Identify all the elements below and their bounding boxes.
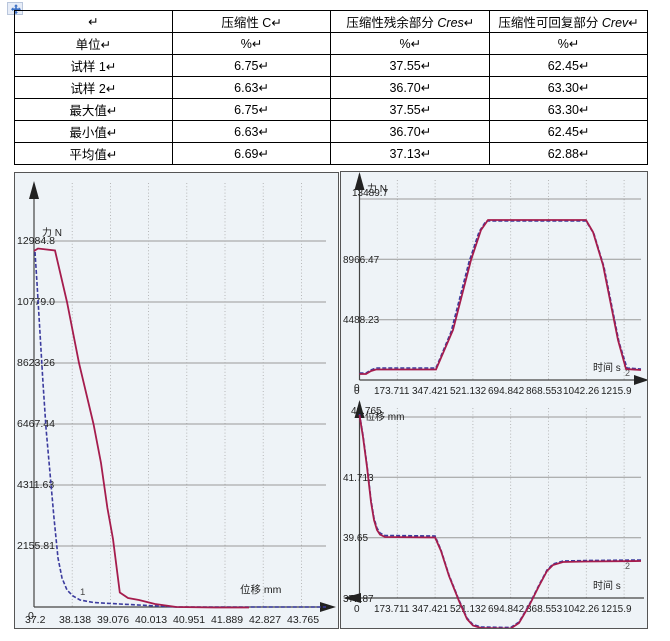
svg-text:521.132: 521.132 <box>450 386 487 397</box>
svg-text:38.138: 38.138 <box>59 614 91 626</box>
svg-text:173.711: 173.711 <box>374 386 410 397</box>
svg-text:12984.8: 12984.8 <box>17 235 55 247</box>
svg-text:347.421: 347.421 <box>412 386 449 397</box>
svg-text:力 N: 力 N <box>367 182 387 195</box>
svg-text:4311.63: 4311.63 <box>17 479 54 491</box>
svg-text:42.827: 42.827 <box>249 614 281 626</box>
svg-text:37.2: 37.2 <box>25 614 46 626</box>
svg-text:41.889: 41.889 <box>211 614 243 626</box>
svg-text:8966.47: 8966.47 <box>343 255 380 266</box>
svg-text:1215.9: 1215.9 <box>601 604 632 615</box>
svg-text:4488.23: 4488.23 <box>343 315 380 326</box>
svg-text:1042.26: 1042.26 <box>563 386 600 397</box>
svg-text:时间 s: 时间 s <box>593 361 621 374</box>
svg-text:694.842: 694.842 <box>488 386 525 397</box>
svg-text:10779.0: 10779.0 <box>17 296 55 308</box>
svg-text:0: 0 <box>354 386 360 397</box>
svg-text:时间 s: 时间 s <box>593 579 621 592</box>
svg-text:位移 mm: 位移 mm <box>240 583 282 596</box>
svg-text:173.711: 173.711 <box>374 604 410 615</box>
svg-text:8623.26: 8623.26 <box>17 357 55 369</box>
svg-text:0: 0 <box>354 604 360 615</box>
svg-text:位移 mm: 位移 mm <box>365 410 404 423</box>
svg-text:40.951: 40.951 <box>173 614 205 626</box>
svg-text:1042.26: 1042.26 <box>563 604 600 615</box>
svg-text:40.013: 40.013 <box>135 614 167 626</box>
svg-text:2: 2 <box>625 561 630 571</box>
svg-text:694.842: 694.842 <box>488 604 525 615</box>
svg-text:1: 1 <box>80 587 85 598</box>
svg-text:6467.44: 6467.44 <box>17 418 55 430</box>
svg-text:43.765: 43.765 <box>287 614 319 626</box>
svg-text:521.132: 521.132 <box>450 604 487 615</box>
svg-text:868.553: 868.553 <box>526 386 563 397</box>
svg-text:347.421: 347.421 <box>412 604 449 615</box>
svg-text:39.65: 39.65 <box>343 533 368 544</box>
svg-text:1215.9: 1215.9 <box>601 386 632 397</box>
svg-text:2155.81: 2155.81 <box>17 540 55 552</box>
svg-text:868.553: 868.553 <box>526 604 563 615</box>
svg-text:39.076: 39.076 <box>97 614 129 626</box>
